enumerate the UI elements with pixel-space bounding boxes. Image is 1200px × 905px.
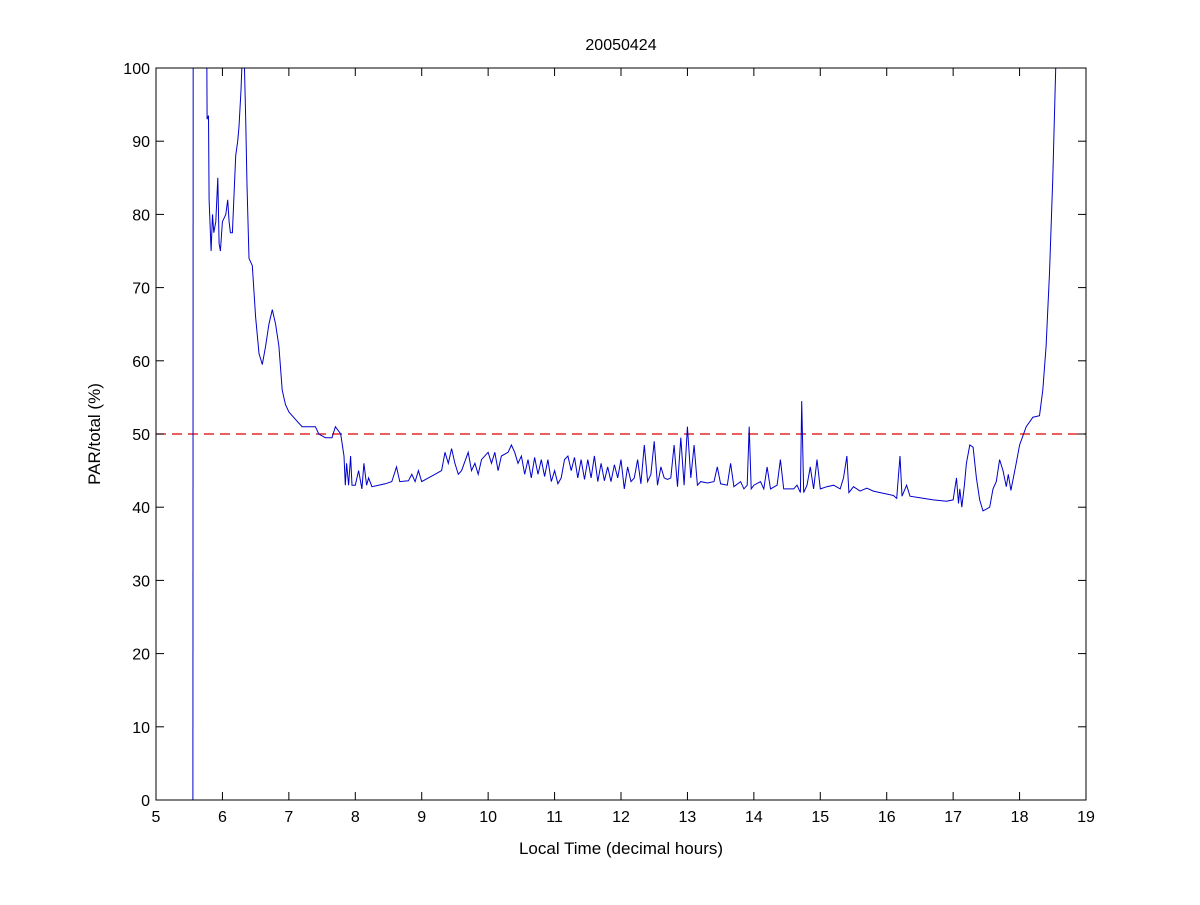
y-tick-label: 50 — [132, 427, 150, 444]
y-tick-label: 20 — [132, 647, 150, 664]
x-tick-label: 19 — [1077, 809, 1095, 826]
y-tick-label: 80 — [132, 207, 150, 224]
y-axis-label: PAR/total (%) — [85, 383, 104, 485]
x-tick-label: 15 — [811, 809, 829, 826]
y-tick-label: 90 — [132, 134, 150, 151]
x-tick-label: 14 — [745, 809, 763, 826]
x-tick-label: 5 — [152, 809, 161, 826]
y-tick-label: 0 — [141, 793, 150, 810]
y-tick-label: 100 — [123, 61, 150, 78]
x-tick-label: 9 — [417, 809, 426, 826]
x-tick-label: 12 — [612, 809, 630, 826]
x-tick-label: 11 — [546, 809, 563, 826]
x-tick-label: 10 — [479, 809, 497, 826]
y-tick-label: 10 — [132, 720, 150, 737]
y-tick-label: 40 — [132, 500, 150, 517]
x-tick-label: 17 — [944, 809, 962, 826]
x-tick-label: 6 — [218, 809, 227, 826]
x-tick-label: 8 — [351, 809, 360, 826]
x-axis-label: Local Time (decimal hours) — [519, 839, 723, 858]
chart-title: 20050424 — [585, 37, 656, 54]
x-tick-label: 13 — [679, 809, 697, 826]
x-tick-label: 18 — [1011, 809, 1029, 826]
y-tick-label: 30 — [132, 573, 150, 590]
x-tick-label: 16 — [878, 809, 896, 826]
y-tick-label: 70 — [132, 281, 150, 298]
x-tick-label: 7 — [284, 809, 293, 826]
y-tick-label: 60 — [132, 354, 150, 371]
